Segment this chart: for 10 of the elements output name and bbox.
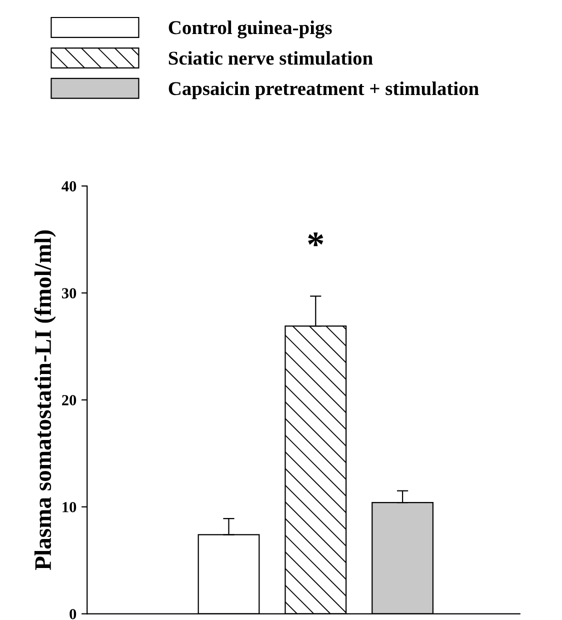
legend-label: Capsaicin pretreatment + stimulation bbox=[168, 81, 479, 100]
annotation: * bbox=[308, 232, 324, 246]
legend-label: Control guinea-pigs bbox=[168, 20, 332, 38]
y-tick-label: 10 bbox=[62, 502, 76, 512]
y-axis-title: Plasma somatostatin-LI (fmol/ml) bbox=[34, 230, 56, 570]
y-tick-label: 30 bbox=[62, 288, 76, 298]
y-tick-label: 0 bbox=[70, 608, 76, 620]
y-tick-label: 20 bbox=[62, 395, 76, 406]
y-tick-label: 40 bbox=[62, 181, 76, 192]
legend-label: Sciatic nerve stimulation bbox=[168, 51, 373, 65]
